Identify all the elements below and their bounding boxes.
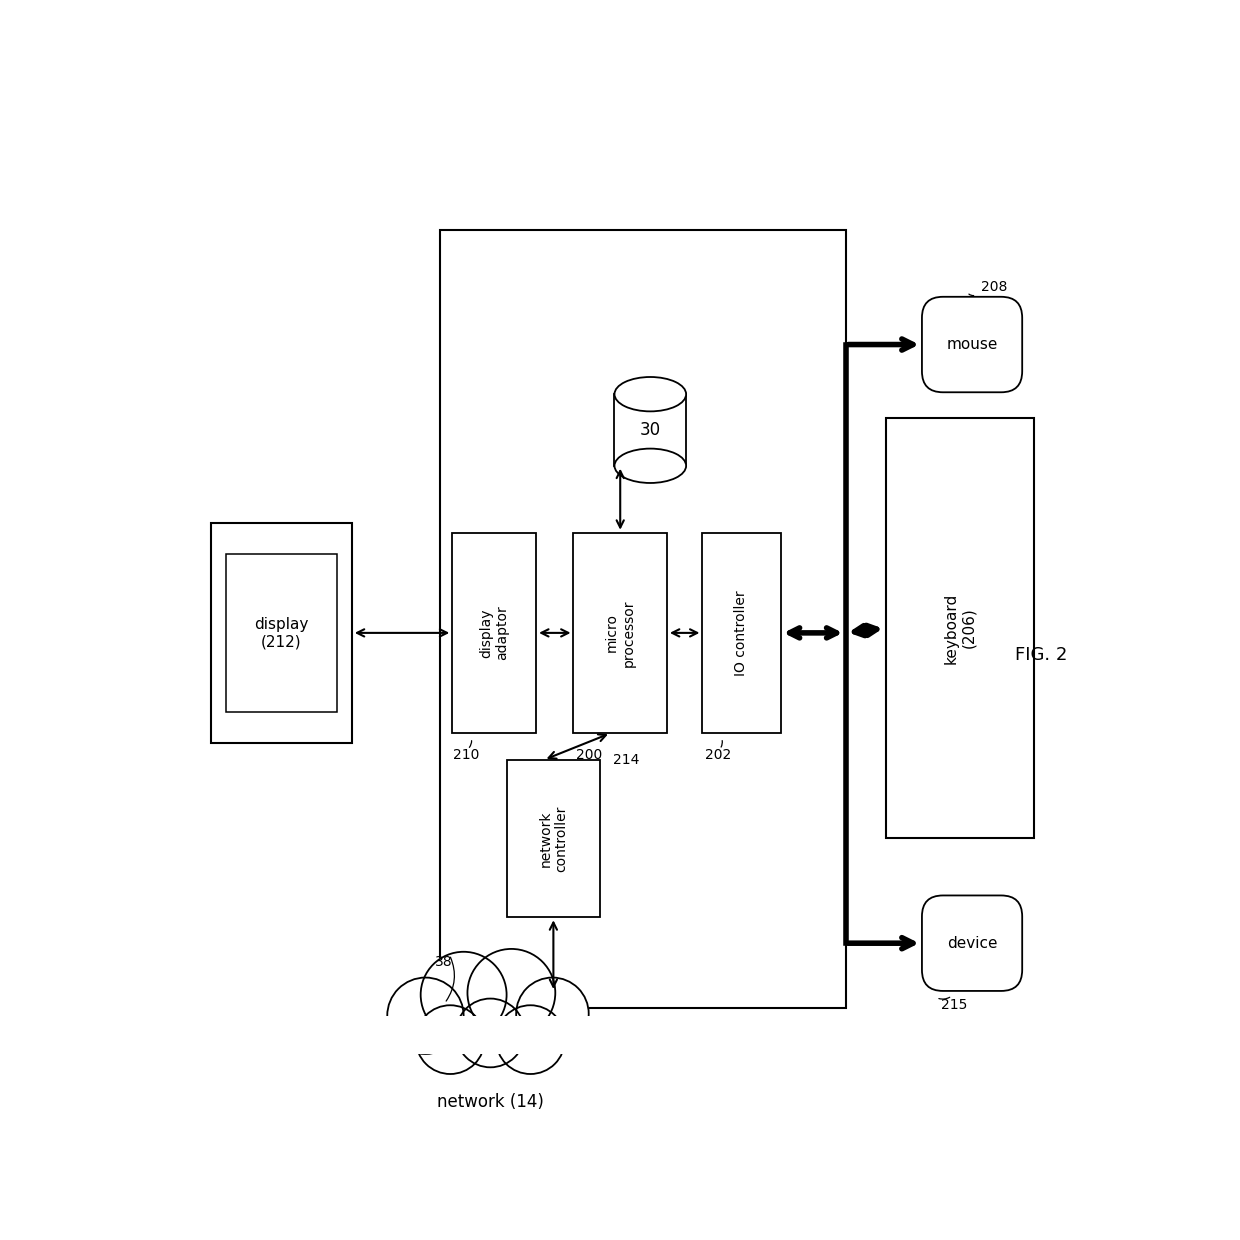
Text: network
controller: network controller [538,806,568,872]
Circle shape [420,952,507,1038]
Text: 202: 202 [706,748,732,763]
Text: network (14): network (14) [436,1092,544,1111]
Text: 215: 215 [941,998,967,1012]
Bar [615,394,686,466]
Text: 38: 38 [435,955,453,970]
FancyBboxPatch shape [440,229,846,1008]
Text: IO controller: IO controller [734,590,749,676]
Circle shape [415,1006,485,1074]
Text: micro
processor: micro processor [605,599,635,667]
Circle shape [496,1006,565,1074]
FancyBboxPatch shape [921,895,1022,991]
Text: FIG. 2: FIG. 2 [1016,646,1068,663]
Circle shape [467,949,556,1037]
Text: 214: 214 [613,753,639,766]
Text: 208: 208 [981,280,1008,294]
Text: 210: 210 [453,748,480,763]
Circle shape [456,998,525,1068]
Circle shape [516,977,589,1050]
Text: 200: 200 [577,748,603,763]
FancyBboxPatch shape [507,760,600,918]
FancyBboxPatch shape [702,533,781,733]
Text: display
adaptor: display adaptor [479,605,510,660]
Text: 30: 30 [640,422,661,439]
FancyBboxPatch shape [921,296,1022,392]
FancyBboxPatch shape [211,523,352,743]
Text: keyboard
(206): keyboard (206) [944,593,976,663]
Bar [386,1016,595,1054]
Text: display
(212): display (212) [254,616,309,649]
FancyBboxPatch shape [885,418,1034,838]
Ellipse shape [615,449,686,484]
Text: mouse: mouse [946,337,998,352]
FancyBboxPatch shape [453,533,536,733]
FancyBboxPatch shape [226,553,336,712]
Ellipse shape [615,377,686,412]
Circle shape [387,977,464,1054]
FancyBboxPatch shape [573,533,667,733]
Text: device: device [947,936,997,951]
